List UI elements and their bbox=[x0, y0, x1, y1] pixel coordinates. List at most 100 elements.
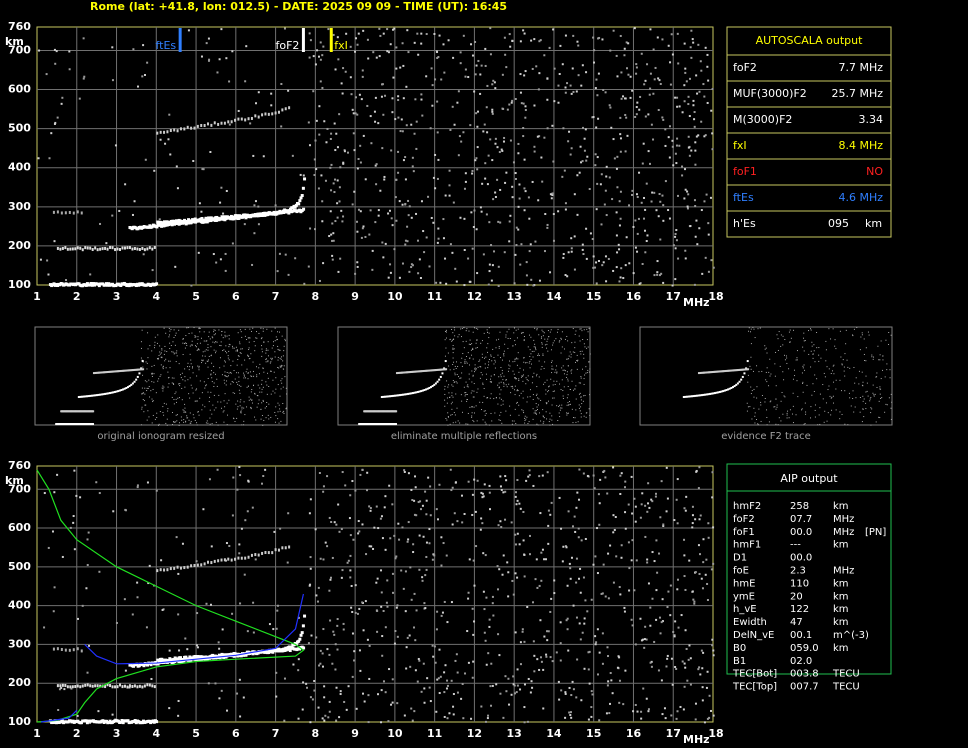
noise-dot bbox=[196, 424, 198, 426]
noise-dot bbox=[768, 385, 770, 387]
noise-dot bbox=[249, 337, 251, 339]
noise-dot bbox=[247, 372, 249, 374]
noise-dot bbox=[181, 399, 183, 401]
noise-dot bbox=[612, 531, 615, 534]
noise-dot bbox=[227, 355, 229, 357]
trace-dot bbox=[94, 371, 97, 374]
trace-dot bbox=[79, 246, 82, 250]
noise-dot bbox=[706, 101, 709, 104]
trace-dot bbox=[84, 246, 87, 250]
noise-dot bbox=[200, 55, 203, 58]
noise-dot bbox=[446, 717, 449, 720]
noise-dot bbox=[698, 466, 701, 469]
noise-dot bbox=[580, 699, 583, 702]
noise-dot bbox=[558, 412, 560, 414]
noise-dot bbox=[618, 679, 621, 682]
noise-dot bbox=[158, 355, 160, 357]
noise-dot bbox=[525, 274, 528, 277]
noise-dot bbox=[570, 237, 573, 240]
noise-dot bbox=[159, 345, 161, 347]
noise-dot bbox=[337, 270, 340, 273]
noise-dot bbox=[317, 187, 320, 190]
trace-dot bbox=[395, 394, 398, 397]
noise-dot bbox=[224, 252, 227, 255]
noise-dot bbox=[630, 559, 633, 562]
noise-dot bbox=[393, 27, 396, 30]
noise-dot bbox=[828, 385, 830, 387]
noise-dot bbox=[500, 381, 502, 383]
noise-dot bbox=[564, 91, 567, 94]
trace-dot bbox=[227, 120, 230, 124]
noise-dot bbox=[522, 380, 524, 382]
noise-dot bbox=[500, 389, 502, 391]
noise-dot bbox=[606, 646, 609, 649]
noise-dot bbox=[529, 349, 531, 351]
noise-dot bbox=[747, 406, 749, 408]
noise-dot bbox=[354, 611, 357, 614]
noise-dot bbox=[39, 258, 42, 261]
noise-dot bbox=[584, 128, 587, 131]
noise-dot bbox=[252, 361, 254, 363]
noise-dot bbox=[586, 328, 588, 330]
noise-dot bbox=[535, 349, 537, 351]
noise-dot bbox=[435, 281, 438, 284]
noise-dot bbox=[316, 49, 319, 52]
noise-dot bbox=[342, 628, 345, 631]
noise-dot bbox=[361, 75, 364, 78]
noise-dot bbox=[485, 106, 488, 109]
noise-dot bbox=[208, 336, 210, 338]
noise-dot bbox=[280, 125, 283, 128]
noise-dot bbox=[477, 59, 480, 62]
noise-dot bbox=[635, 113, 638, 116]
noise-dot bbox=[215, 341, 217, 343]
noise-dot bbox=[528, 334, 530, 336]
noise-dot bbox=[516, 499, 519, 502]
noise-dot bbox=[806, 384, 808, 386]
noise-dot bbox=[555, 338, 557, 340]
trace-dot bbox=[284, 546, 287, 550]
trace-dot bbox=[123, 387, 126, 390]
noise-dot bbox=[221, 334, 223, 336]
noise-dot bbox=[433, 645, 436, 648]
trace-dot bbox=[102, 393, 105, 396]
trace-dot bbox=[124, 369, 127, 372]
noise-dot bbox=[582, 400, 584, 402]
noise-dot bbox=[870, 412, 872, 414]
noise-dot bbox=[647, 710, 650, 713]
noise-dot bbox=[563, 369, 565, 371]
noise-dot bbox=[475, 112, 478, 115]
noise-dot bbox=[843, 366, 845, 368]
noise-dot bbox=[522, 390, 524, 392]
noise-dot bbox=[583, 395, 585, 397]
noise-dot bbox=[394, 118, 397, 121]
noise-dot bbox=[623, 606, 626, 609]
noise-dot bbox=[590, 715, 593, 718]
trace-dot bbox=[401, 371, 403, 374]
noise-dot bbox=[282, 402, 284, 404]
trace-dot bbox=[100, 371, 103, 374]
noise-dot bbox=[453, 512, 456, 515]
noise-dot bbox=[780, 334, 782, 336]
noise-dot bbox=[251, 263, 254, 266]
noise-dot bbox=[681, 660, 684, 663]
trace-dot bbox=[52, 647, 55, 651]
noise-dot bbox=[190, 422, 192, 424]
noise-dot bbox=[514, 358, 516, 360]
noise-dot bbox=[128, 686, 131, 689]
noise-dot bbox=[538, 354, 540, 356]
noise-dot bbox=[397, 99, 400, 102]
noise-dot bbox=[576, 354, 578, 356]
noise-dot bbox=[793, 369, 795, 371]
noise-dot bbox=[331, 556, 334, 559]
noise-dot bbox=[566, 374, 568, 376]
noise-dot bbox=[420, 690, 423, 693]
noise-dot bbox=[810, 406, 812, 408]
noise-dot bbox=[574, 530, 577, 533]
trace-dot bbox=[268, 650, 272, 654]
noise-dot bbox=[488, 263, 491, 266]
noise-dot bbox=[830, 372, 832, 374]
trace-dot bbox=[186, 125, 189, 129]
noise-dot bbox=[208, 58, 211, 61]
trace-dot bbox=[72, 648, 75, 652]
noise-dot bbox=[434, 661, 437, 664]
